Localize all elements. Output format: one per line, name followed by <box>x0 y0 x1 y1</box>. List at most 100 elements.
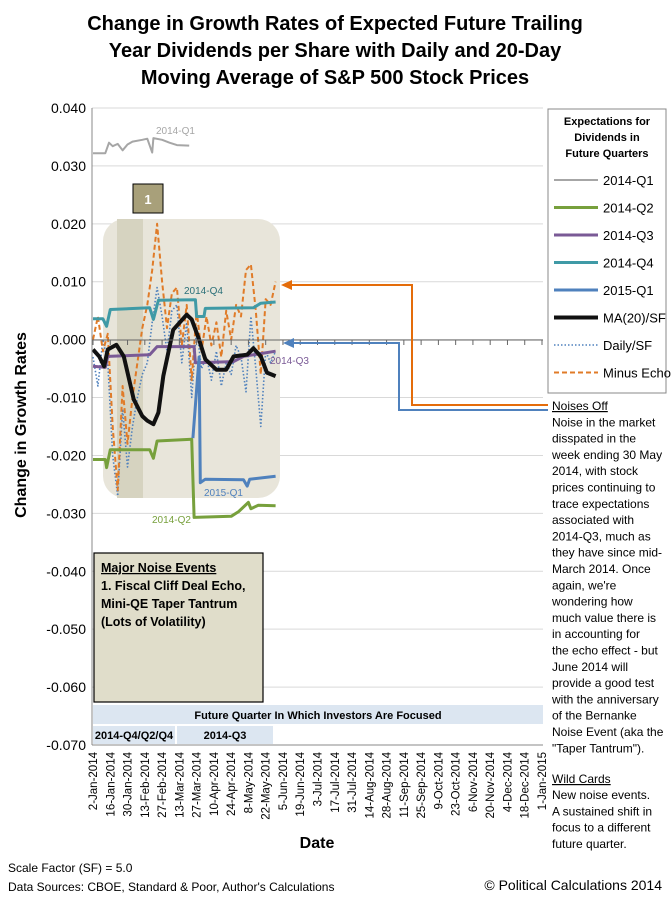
focus-band-title: Future Quarter In Which Investors Are Fo… <box>194 710 441 722</box>
noises-off-line: much value there is <box>552 611 656 625</box>
series-lines <box>91 137 277 519</box>
noises-off-line: trace expectations <box>552 497 649 511</box>
y-tick-label: -0.030 <box>46 505 86 521</box>
y-tick-label: -0.050 <box>46 621 86 637</box>
x-tick-label: 25-Sep-2014 <box>416 751 428 818</box>
wild-cards-line: New noise events. <box>552 788 650 802</box>
legend-label: Minus Echo <box>603 366 671 381</box>
x-tick-label: 13-Feb-2014 <box>140 751 152 817</box>
series-line-2014-q1 <box>93 137 190 155</box>
noise-events-line: 1. Fiscal Cliff Deal Echo, <box>101 579 246 593</box>
series-line-daily-sf <box>92 286 277 497</box>
x-tick-label: 8-May-2014 <box>243 751 255 813</box>
legend-title: Future Quarters <box>565 148 648 160</box>
series-line-2014-q2 <box>93 437 276 519</box>
x-tick-label: 3-Jul-2014 <box>313 751 325 806</box>
chart-title-line-2: Year Dividends per Share with Daily and … <box>109 40 562 62</box>
noises-off-line: 2014-Q3, much as <box>552 529 651 543</box>
event-marker-label: 1 <box>144 192 151 207</box>
noises-off-line: Noise Event (aka the <box>552 725 664 739</box>
legend-label: 2015-Q1 <box>603 283 654 298</box>
y-axis-title: Change in Growth Rates <box>13 332 30 518</box>
event-marker-box <box>132 183 164 214</box>
legend-title: Expectations for <box>564 116 651 128</box>
x-tick-label: 16-Jan-2014 <box>105 751 117 816</box>
noise-highlight-strip <box>117 219 143 498</box>
y-tick-label: 0.020 <box>51 216 86 232</box>
series-line-minus-echo <box>92 222 277 492</box>
data-sources-note: Data Sources: CBOE, Standard & Poor, Aut… <box>8 880 334 894</box>
x-tick-label: 5-Jun-2014 <box>278 751 290 810</box>
y-tick-label: -0.060 <box>46 679 86 695</box>
legend-label: 2014-Q4 <box>603 256 654 271</box>
y-tick-label: -0.010 <box>46 390 86 406</box>
focus-band <box>93 705 543 724</box>
x-tick-label: 6-Nov-2014 <box>468 751 480 812</box>
noises-off-line: "Taper Tantrum"). <box>552 741 644 755</box>
x-tick-label: 2-Jan-2014 <box>88 751 100 810</box>
series-line-2015-q1 <box>191 355 276 488</box>
x-tick-label: 20-Nov-2014 <box>485 751 497 818</box>
legend-title: Dividends in <box>574 132 640 144</box>
x-tick-label: 10-Apr-2014 <box>209 751 221 816</box>
noises-off-line: associated with <box>552 513 634 527</box>
x-tick-label: 24-Apr-2014 <box>226 751 238 816</box>
x-tick-label: 4-Dec-2014 <box>502 751 514 812</box>
x-tick-label: 1-Jan-2015 <box>537 752 549 810</box>
x-tick-label: 28-Aug-2014 <box>382 751 394 818</box>
x-tick-label: 13-Mar-2014 <box>174 751 186 817</box>
y-tick-label: -0.040 <box>46 563 86 579</box>
label-2014-q4: 2014-Q4 <box>184 286 223 297</box>
noises-off-line: disspated in the <box>552 432 636 446</box>
blue-arrow <box>292 342 548 411</box>
noise-events-box <box>93 552 264 703</box>
legend-items: 2014-Q1 2014-Q2 2014-Q3 2014-Q4 2015-Q1 MA(20… <box>554 173 671 381</box>
x-tick-label: 14-Aug-2014 <box>364 751 376 818</box>
x-tick-label: 30-Jan-2014 <box>123 751 135 816</box>
noises-off-line: week ending 30 May <box>551 448 662 462</box>
scale-factor-note: Scale Factor (SF) = 5.0 <box>8 861 133 875</box>
series-line-2014-q4 <box>93 298 276 328</box>
x-tick-label: 17-Jul-2014 <box>330 751 342 812</box>
noises-off-title: Noises Off <box>552 399 608 413</box>
legend-label: Daily/SF <box>603 338 652 353</box>
series-line-ma-20-sf <box>91 312 277 427</box>
x-tick-label: 19-Jun-2014 <box>295 751 307 816</box>
chart-title-line-3: Moving Average of S&P 500 Stock Prices <box>141 67 529 89</box>
focus-segment <box>177 726 273 744</box>
noise-highlight-region <box>103 219 280 498</box>
wild-cards-line: A sustained shift in <box>552 804 652 818</box>
y-tick-label: 0.030 <box>51 158 86 174</box>
noises-off-line: in accounting for <box>552 627 640 641</box>
focus-segment-label: 2014-Q4/Q2/Q4 <box>95 730 174 742</box>
noises-off-line: the echo effect - but <box>552 644 659 658</box>
copyright: © Political Calculations 2014 <box>484 877 662 893</box>
notes-panel: Noises Off Noise in the market disspated i… <box>551 399 664 851</box>
label-2015-q1: 2015-Q1 <box>204 488 243 499</box>
x-tick-label: 9-Oct-2014 <box>433 751 445 809</box>
y-tick-label: 0.000 <box>51 332 86 348</box>
label-2014-q3: 2014-Q3 <box>270 356 309 367</box>
noises-off-line: wondering how <box>551 595 633 609</box>
noises-off-line: 2014, with stock <box>552 464 639 478</box>
noise-events-line: Mini-QE Taper Tantrum <box>101 597 237 611</box>
wild-cards-line: focus to a different <box>552 821 651 835</box>
label-2014-q1: 2014-Q1 <box>156 126 195 137</box>
x-tick-label: 22-May-2014 <box>261 751 273 819</box>
focus-segment <box>93 726 175 744</box>
noises-off-line: June 2014 will <box>552 660 628 674</box>
wild-cards-line: future quarter. <box>552 837 627 851</box>
noises-off-line: they have since mid- <box>552 546 662 560</box>
blue-arrowhead-icon <box>283 338 294 348</box>
legend <box>547 108 667 394</box>
y-tick-label: -0.020 <box>46 447 86 463</box>
legend-label: MA(20)/SF <box>603 311 666 326</box>
noises-off-line: again, we're <box>552 578 617 592</box>
x-tick-label: 11-Sep-2014 <box>399 751 411 817</box>
x-tick-label: 27-Feb-2014 <box>157 751 169 817</box>
noises-off-line: March 2014. Once <box>552 562 651 576</box>
orange-arrowhead-icon <box>281 280 292 290</box>
x-tick-labels: 2-Jan-2014 16-Jan-2014 30-Jan-2014 13-Feb-2… <box>88 340 549 820</box>
orange-arrow <box>290 284 548 406</box>
